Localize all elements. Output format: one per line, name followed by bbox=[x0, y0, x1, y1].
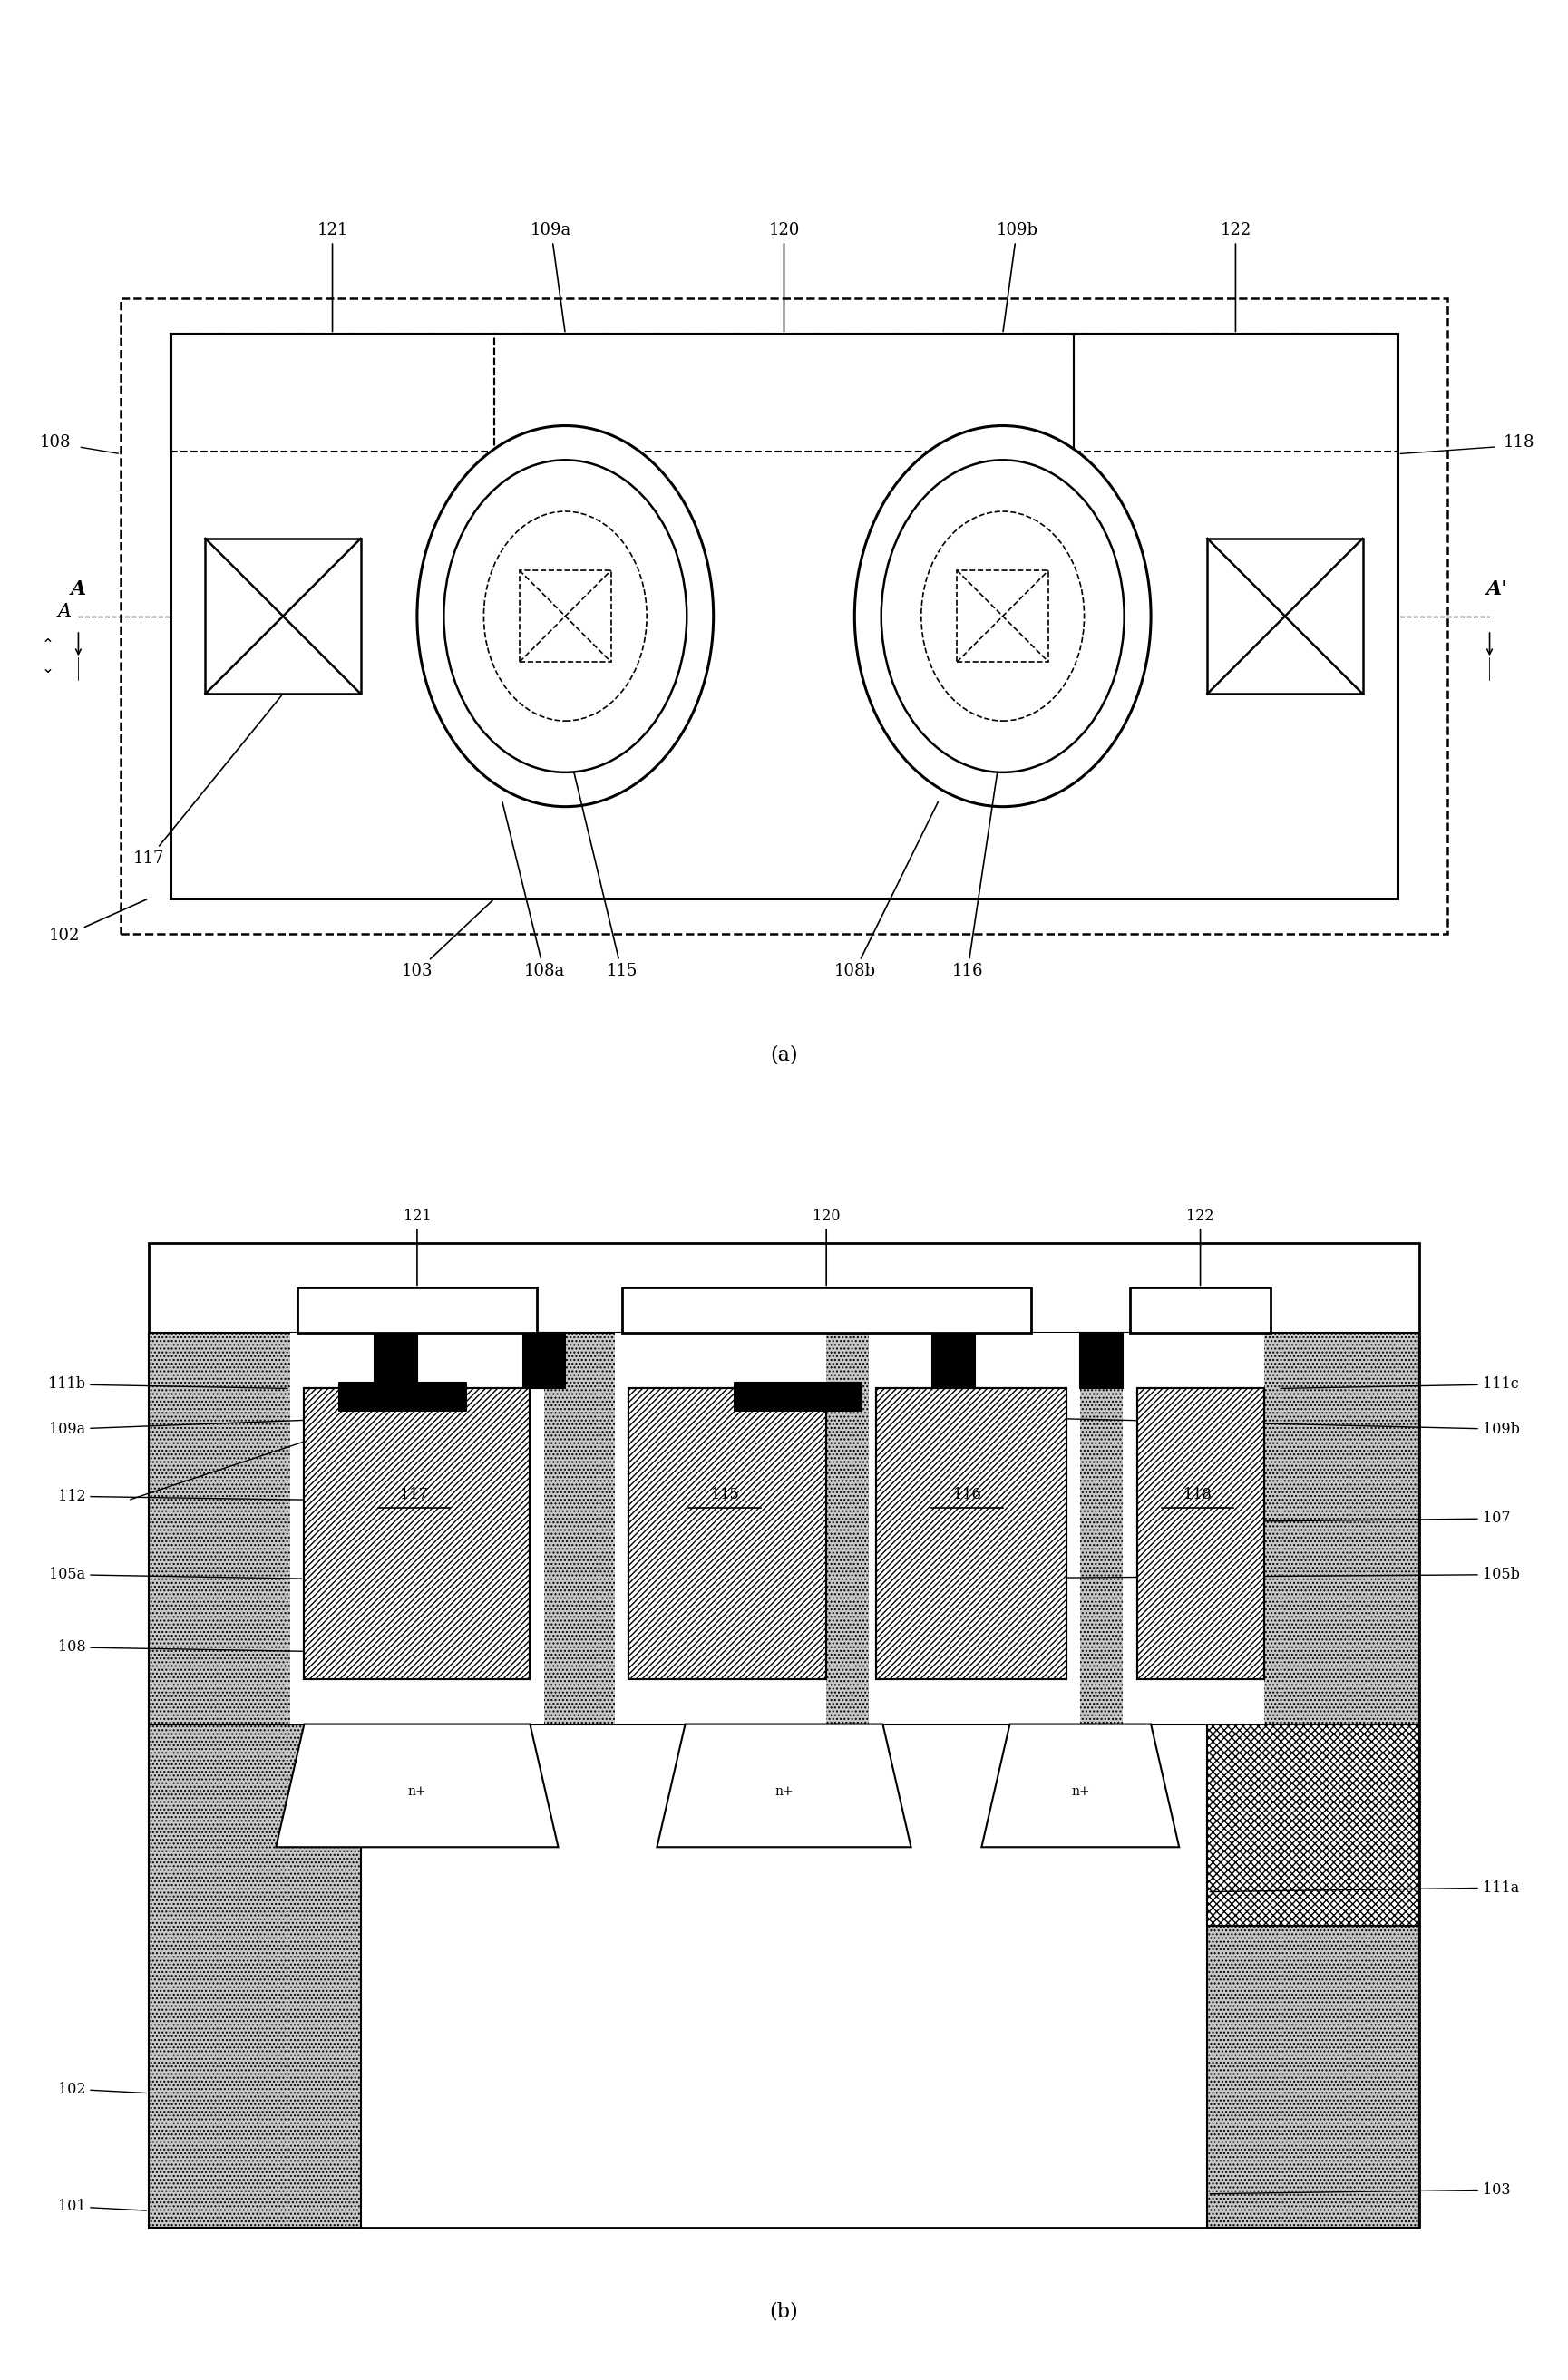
Polygon shape bbox=[982, 1723, 1179, 1847]
Text: 109b: 109b bbox=[971, 1416, 1519, 1438]
Text: 122: 122 bbox=[1187, 1209, 1214, 1285]
Bar bbox=[621, 1288, 1032, 1333]
Text: 103: 103 bbox=[1210, 2182, 1510, 2197]
Bar bbox=[1207, 1723, 1419, 1925]
Text: 122: 122 bbox=[1220, 224, 1251, 331]
Bar bbox=[956, 571, 1049, 662]
Bar bbox=[877, 1388, 1066, 1680]
Text: 120: 120 bbox=[812, 1209, 840, 1285]
Text: 105b: 105b bbox=[928, 1566, 1519, 1583]
Polygon shape bbox=[276, 1723, 558, 1847]
Text: 102: 102 bbox=[58, 2082, 146, 2097]
Text: 108b: 108b bbox=[834, 802, 938, 981]
Text: A: A bbox=[71, 581, 86, 600]
Text: 105a: 105a bbox=[49, 1566, 301, 1583]
Text: (b): (b) bbox=[770, 2301, 798, 2320]
Text: A': A' bbox=[1486, 581, 1507, 600]
Bar bbox=[1137, 1388, 1264, 1680]
Bar bbox=[877, 1388, 1066, 1680]
Bar bbox=[1137, 1388, 1264, 1680]
Text: 112: 112 bbox=[58, 1488, 343, 1504]
Ellipse shape bbox=[444, 459, 687, 774]
Text: 111a: 111a bbox=[1210, 1880, 1519, 1894]
Text: 111b: 111b bbox=[49, 1376, 287, 1392]
Bar bbox=[495, 333, 1073, 452]
Text: n+: n+ bbox=[1071, 1785, 1090, 1797]
Text: n+: n+ bbox=[775, 1785, 793, 1797]
Text: 111c: 111c bbox=[1281, 1376, 1518, 1392]
Bar bbox=[1073, 333, 1399, 452]
Bar bbox=[629, 1388, 826, 1680]
Text: 121: 121 bbox=[317, 224, 348, 331]
Text: n+: n+ bbox=[408, 1785, 426, 1797]
Text: 109a: 109a bbox=[530, 224, 572, 331]
Text: 107: 107 bbox=[1140, 1511, 1510, 1526]
Text: 121: 121 bbox=[403, 1209, 431, 1285]
Bar bbox=[205, 538, 361, 693]
Text: ⌃: ⌃ bbox=[41, 635, 53, 652]
Text: 109a: 109a bbox=[49, 1416, 400, 1438]
Text: 118: 118 bbox=[1184, 1488, 1212, 1502]
Bar bbox=[375, 1333, 417, 1388]
Text: 120: 120 bbox=[768, 224, 800, 331]
Text: ⌄: ⌄ bbox=[41, 659, 53, 676]
Polygon shape bbox=[657, 1723, 911, 1847]
Text: 115: 115 bbox=[566, 738, 637, 981]
Text: 117: 117 bbox=[133, 695, 281, 866]
Text: 116: 116 bbox=[953, 1488, 982, 1502]
Text: 102: 102 bbox=[49, 900, 147, 945]
Ellipse shape bbox=[417, 426, 713, 807]
Bar bbox=[169, 333, 1399, 897]
Text: 108: 108 bbox=[41, 433, 72, 450]
Text: 116: 116 bbox=[952, 738, 1002, 981]
Bar bbox=[149, 1723, 361, 2228]
Text: A: A bbox=[58, 602, 72, 619]
Bar bbox=[524, 1333, 566, 1388]
Bar bbox=[519, 571, 612, 662]
Text: 115: 115 bbox=[710, 1488, 739, 1502]
Bar bbox=[121, 300, 1447, 933]
Bar bbox=[298, 1288, 536, 1333]
Bar bbox=[734, 1383, 862, 1411]
Text: 108a: 108a bbox=[502, 802, 564, 981]
Bar bbox=[1123, 1333, 1264, 1723]
Bar bbox=[149, 1333, 1419, 1723]
Text: 103: 103 bbox=[401, 900, 492, 981]
Text: 118: 118 bbox=[1504, 433, 1535, 450]
Bar bbox=[629, 1388, 826, 1680]
Text: 109b: 109b bbox=[996, 224, 1038, 331]
Text: 117: 117 bbox=[400, 1488, 428, 1502]
Ellipse shape bbox=[922, 512, 1083, 721]
Bar bbox=[304, 1388, 530, 1680]
Ellipse shape bbox=[485, 512, 646, 721]
Bar bbox=[1207, 1780, 1419, 2228]
Bar bbox=[339, 1383, 467, 1411]
Bar bbox=[615, 1333, 826, 1723]
Bar bbox=[1131, 1288, 1270, 1333]
Ellipse shape bbox=[881, 459, 1124, 774]
Bar bbox=[290, 1333, 544, 1723]
Bar bbox=[304, 1388, 530, 1680]
Text: 101: 101 bbox=[58, 2199, 146, 2213]
Bar bbox=[1207, 538, 1363, 693]
Text: 108: 108 bbox=[58, 1640, 304, 1654]
Bar bbox=[931, 1333, 974, 1388]
Bar bbox=[149, 1242, 1419, 2228]
Ellipse shape bbox=[855, 426, 1151, 807]
Bar bbox=[169, 333, 495, 452]
Bar bbox=[1080, 1333, 1123, 1388]
Text: (a): (a) bbox=[770, 1045, 798, 1066]
Bar bbox=[869, 1333, 1080, 1723]
